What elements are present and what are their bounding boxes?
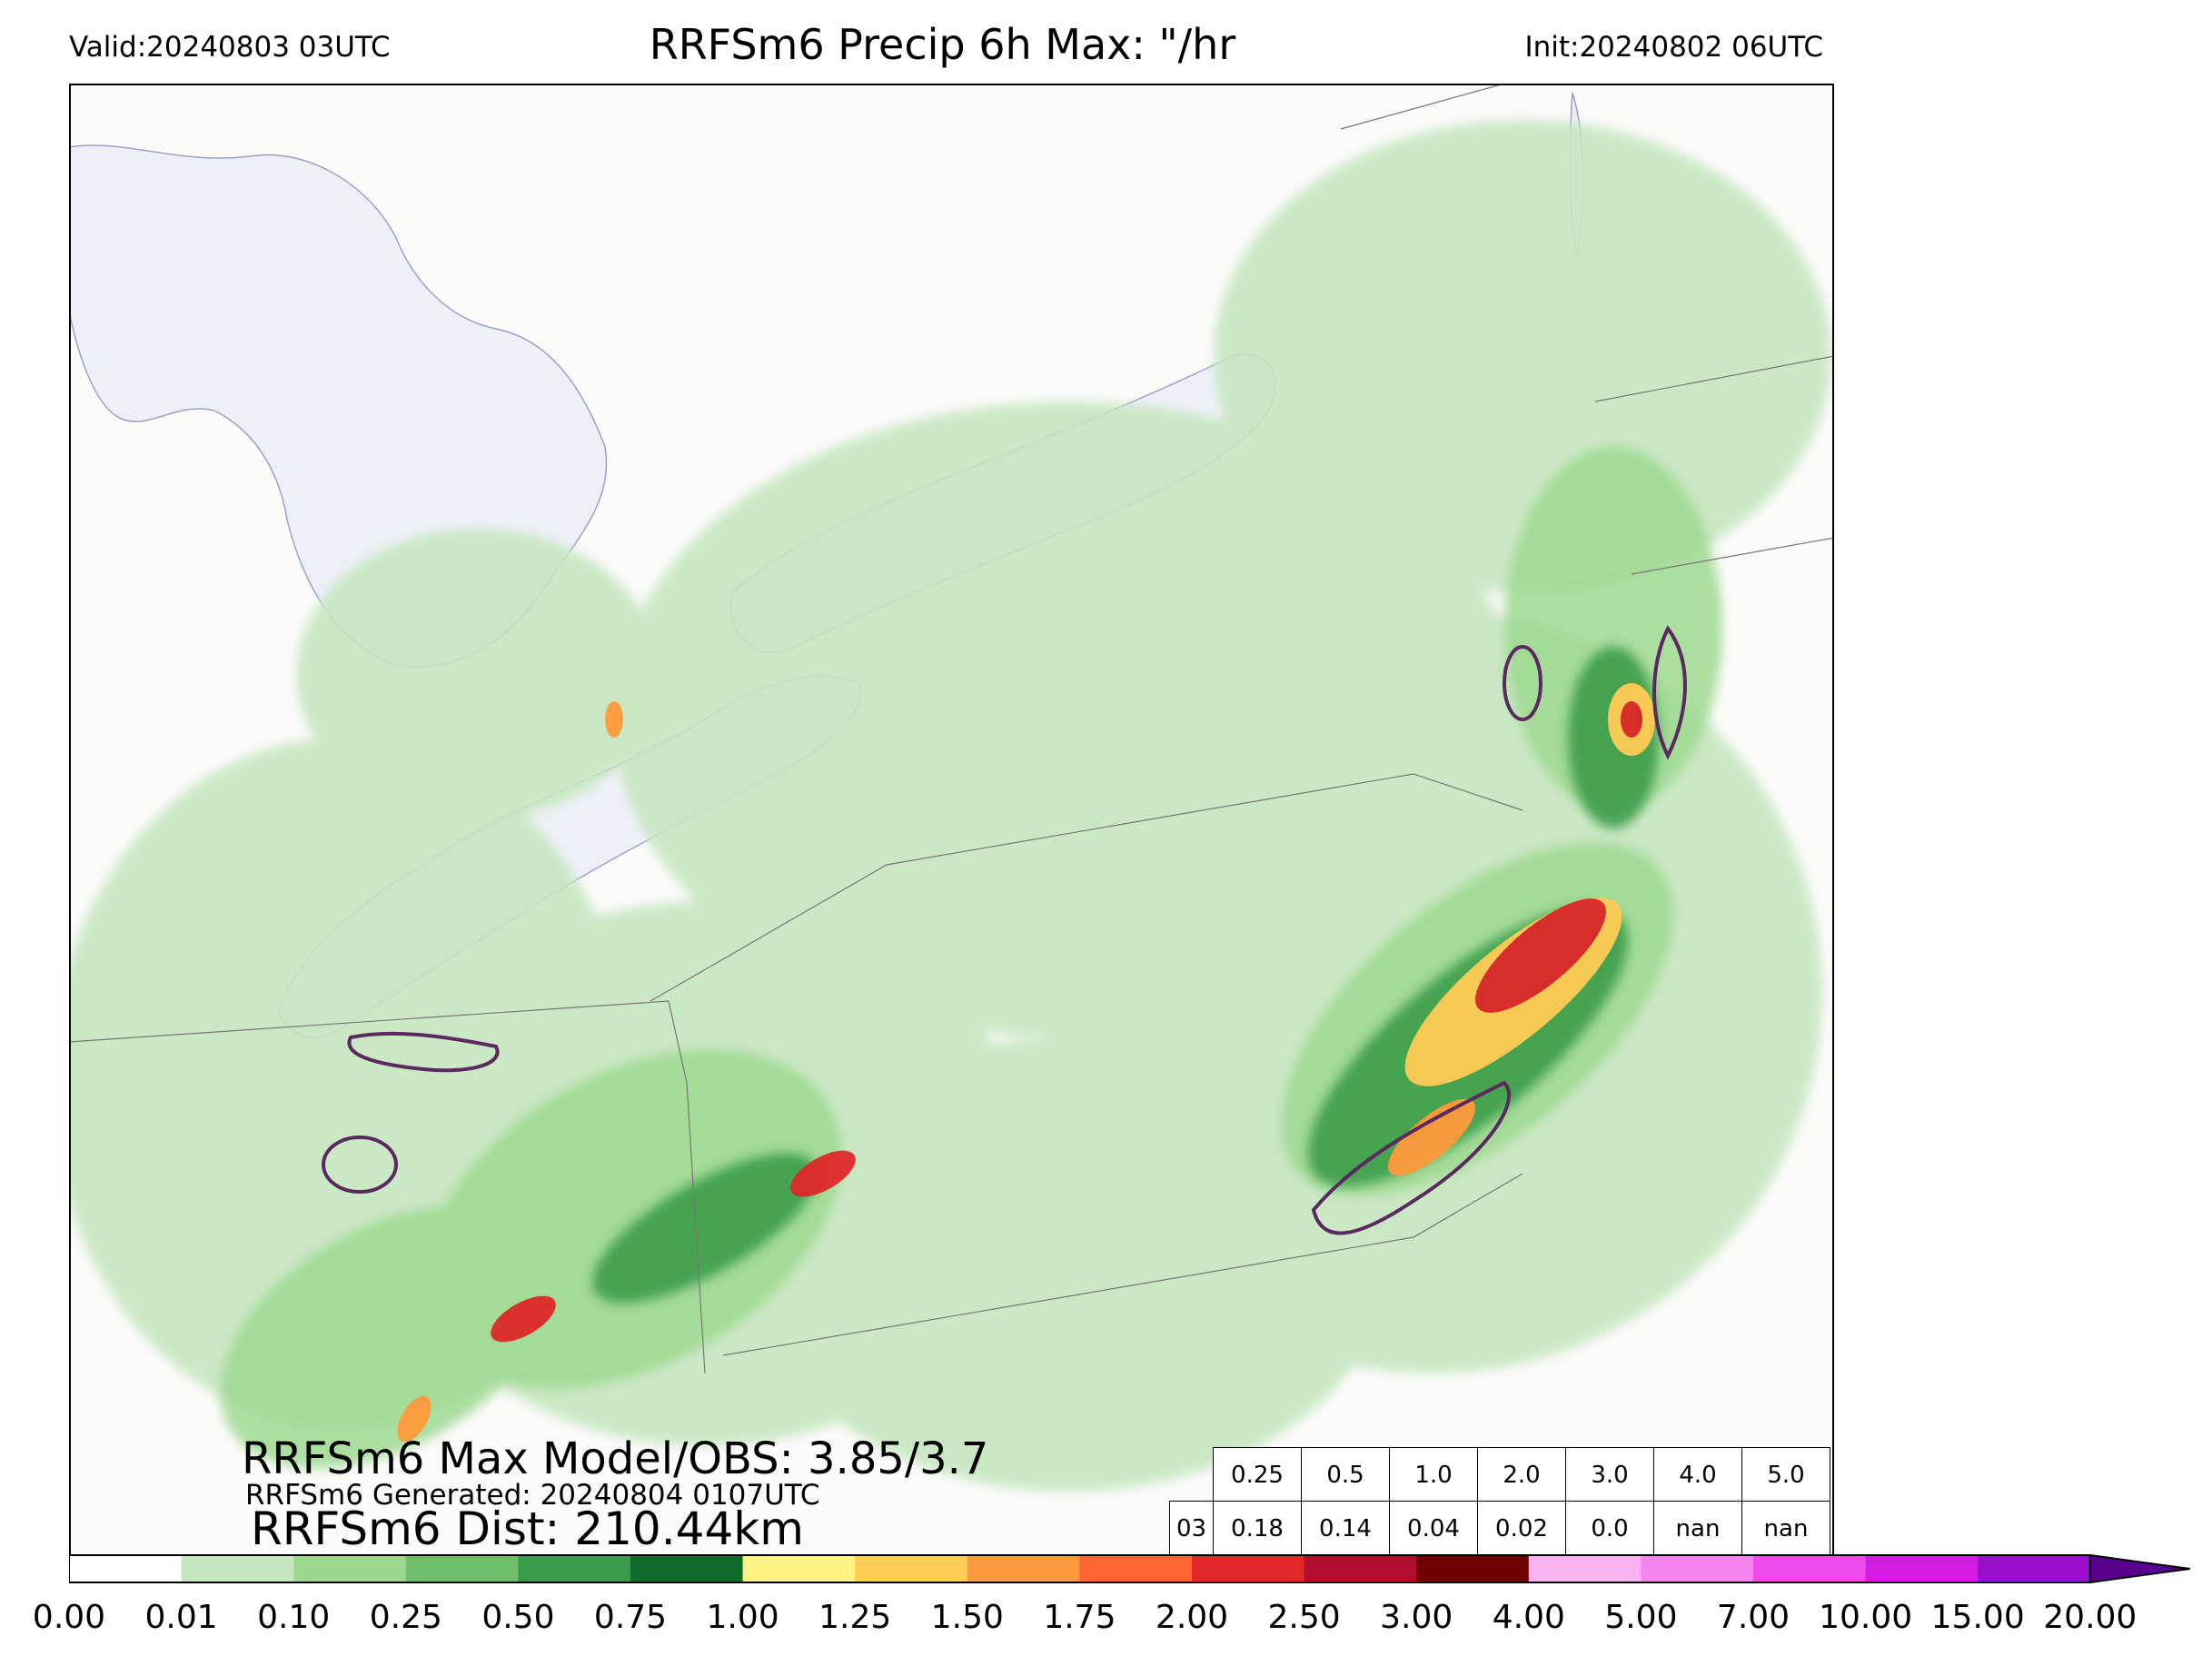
colorbar-segment xyxy=(630,1555,744,1582)
colorbar-segment xyxy=(1528,1555,1642,1582)
colorbar-tick-label: 1.75 xyxy=(1043,1599,1116,1636)
colorbar-tick-label: 15.00 xyxy=(1930,1599,2025,1636)
distance-label: RRFSm6 Dist: 210.44km xyxy=(251,1502,804,1555)
table-value-cell: 0.14 xyxy=(1301,1501,1390,1555)
generated-label: RRFSm6 Generated: 20240804 0107UTC xyxy=(245,1479,820,1512)
colorbar-segment xyxy=(181,1555,294,1582)
table-value-cell: nan xyxy=(1653,1501,1742,1555)
colorbar-tick-label: 2.50 xyxy=(1267,1599,1341,1636)
colorbar-segment xyxy=(967,1555,1080,1582)
colorbar-segment xyxy=(405,1555,519,1582)
colorbar-segment xyxy=(69,1555,183,1582)
precip-map xyxy=(69,84,1834,1567)
table-value-cell: 0.02 xyxy=(1477,1501,1566,1555)
colorbar-tick-label: 4.00 xyxy=(1492,1599,1565,1636)
colorbar-tick-label: 7.00 xyxy=(1716,1599,1790,1636)
table-header-cell: 1.0 xyxy=(1389,1447,1478,1502)
colorbar-segment xyxy=(1192,1555,1305,1582)
colorbar-segment xyxy=(1978,1555,2091,1582)
colorbar-tick-label: 2.00 xyxy=(1155,1599,1229,1636)
colorbar-tick-label: 1.00 xyxy=(706,1599,779,1636)
colorbar-segment xyxy=(855,1555,968,1582)
table-row-label: 03 xyxy=(1169,1501,1214,1555)
chart-title: RRFSm6 Precip 6h Max: "/hr xyxy=(649,20,1236,69)
colorbar-tick-label: 0.00 xyxy=(32,1599,106,1636)
colorbar-tick-label: 1.50 xyxy=(930,1599,1004,1636)
table-header-cell: 0.5 xyxy=(1301,1447,1390,1502)
colorbar-tick-label: 5.00 xyxy=(1604,1599,1678,1636)
colorbar-segment xyxy=(1641,1555,1754,1582)
table-value-cell: 0.18 xyxy=(1213,1501,1302,1555)
colorbar-tick-label: 10.00 xyxy=(1819,1599,1913,1636)
colorbar-segment xyxy=(518,1555,631,1582)
obs-contours xyxy=(322,625,1687,1235)
colorbar-segment xyxy=(1304,1555,1417,1582)
colorbar-segment xyxy=(742,1555,856,1582)
colorbar-tick-label: 0.75 xyxy=(593,1599,668,1636)
init-time-label: Init:20240802 06UTC xyxy=(1524,31,1823,64)
colorbar-tick-label: 1.25 xyxy=(818,1599,892,1636)
colorbar xyxy=(69,1553,2190,1584)
state-boundaries xyxy=(69,84,1834,1374)
colorbar-tick-label: 0.50 xyxy=(481,1599,555,1636)
table-header-cell: 2.0 xyxy=(1477,1447,1566,1502)
colorbar-tick-label: 0.01 xyxy=(144,1599,218,1636)
valid-time-label: Valid:20240803 03UTC xyxy=(69,31,391,64)
table-header-cell: 4.0 xyxy=(1653,1447,1742,1502)
colorbar-segment xyxy=(1416,1555,1530,1582)
colorbar-tick-label: 3.00 xyxy=(1380,1599,1453,1636)
colorbar-extend-arrow xyxy=(2088,1553,2190,1584)
table-header-cell: 3.0 xyxy=(1565,1447,1654,1502)
colorbar-tick-label: 0.10 xyxy=(257,1599,331,1636)
max-model-obs-label: RRFSm6 Max Model/OBS: 3.85/3.7 xyxy=(242,1433,989,1484)
table-header-cell: 5.0 xyxy=(1741,1447,1830,1502)
table-value-cell: 0.0 xyxy=(1565,1501,1654,1555)
colorbar-tick-label: 20.00 xyxy=(2043,1599,2138,1636)
table-value-cell: 0.04 xyxy=(1389,1501,1478,1555)
table-header-cell: 0.25 xyxy=(1213,1447,1302,1502)
colorbar-segment xyxy=(1753,1555,1867,1582)
colorbar-frame xyxy=(69,1554,2091,1583)
colorbar-segment xyxy=(1079,1555,1193,1582)
table-value-cell: nan xyxy=(1741,1501,1830,1555)
precip-intense xyxy=(397,683,1655,1443)
colorbar-segment xyxy=(1865,1555,1979,1582)
colorbar-tick-label: 0.25 xyxy=(369,1599,442,1636)
colorbar-segment xyxy=(293,1555,407,1582)
